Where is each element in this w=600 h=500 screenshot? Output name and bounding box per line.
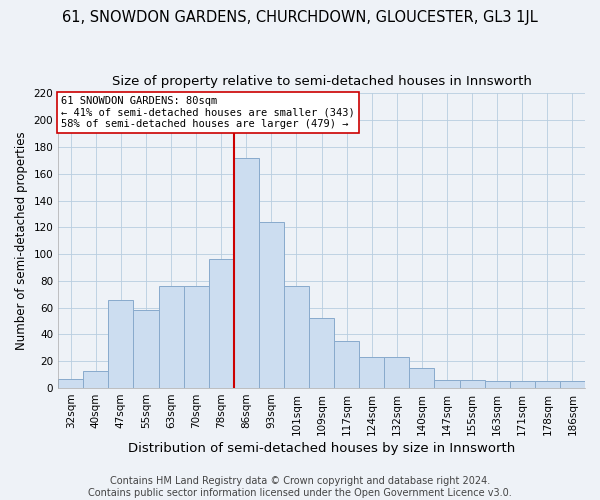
Bar [109, 300, 133, 388]
Y-axis label: Number of semi-detached properties: Number of semi-detached properties [15, 132, 28, 350]
Text: 61, SNOWDON GARDENS, CHURCHDOWN, GLOUCESTER, GL3 1JL: 61, SNOWDON GARDENS, CHURCHDOWN, GLOUCES… [62, 10, 538, 25]
Bar [535, 382, 560, 388]
Bar [259, 222, 284, 388]
Bar [133, 310, 158, 388]
Bar [58, 378, 83, 388]
Bar [309, 318, 334, 388]
Text: 61 SNOWDON GARDENS: 80sqm
← 41% of semi-detached houses are smaller (343)
58% of: 61 SNOWDON GARDENS: 80sqm ← 41% of semi-… [61, 96, 355, 129]
Bar [184, 286, 209, 388]
Bar [158, 286, 184, 388]
Bar [359, 358, 385, 388]
Bar [510, 382, 535, 388]
Bar [284, 286, 309, 388]
Bar [434, 380, 460, 388]
X-axis label: Distribution of semi-detached houses by size in Innsworth: Distribution of semi-detached houses by … [128, 442, 515, 455]
Bar [209, 260, 234, 388]
Bar [83, 370, 109, 388]
Bar [385, 358, 409, 388]
Bar [409, 368, 434, 388]
Bar [334, 341, 359, 388]
Text: Contains HM Land Registry data © Crown copyright and database right 2024.
Contai: Contains HM Land Registry data © Crown c… [88, 476, 512, 498]
Bar [234, 158, 259, 388]
Bar [485, 382, 510, 388]
Bar [460, 380, 485, 388]
Title: Size of property relative to semi-detached houses in Innsworth: Size of property relative to semi-detach… [112, 75, 532, 88]
Bar [560, 382, 585, 388]
